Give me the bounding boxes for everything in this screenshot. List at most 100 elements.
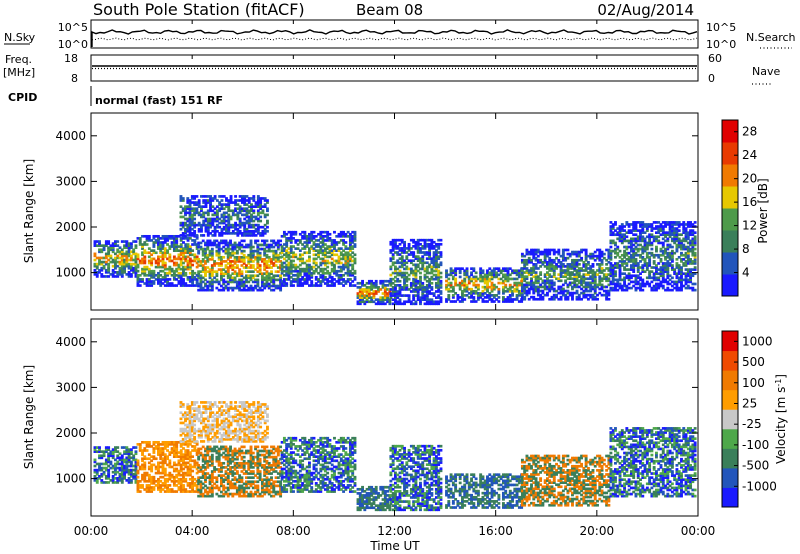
power-cell (684, 253, 688, 257)
power-cell (166, 239, 169, 242)
power-cell (367, 296, 371, 299)
velocity-cell (145, 473, 149, 477)
power-cell (238, 211, 242, 215)
velocity-cell (134, 464, 138, 468)
velocity-cell (161, 465, 165, 469)
power-cell (240, 255, 244, 259)
velocity-cell (145, 457, 149, 461)
power-cell (492, 275, 496, 279)
power-cell (425, 294, 429, 297)
power-cell (238, 232, 242, 235)
power-cell (193, 257, 197, 261)
velocity-cell (109, 466, 113, 470)
power-cell (285, 255, 289, 259)
power-cell (428, 271, 432, 275)
power-cell (391, 302, 395, 306)
velocity-cell (100, 468, 104, 472)
power-cell (625, 264, 629, 267)
velocity-cell (111, 454, 115, 458)
power-cell (391, 247, 395, 250)
power-cell (229, 241, 232, 245)
power-cell (233, 258, 237, 261)
power-cell (370, 284, 374, 287)
power-cell (265, 264, 269, 267)
power-cell (374, 292, 378, 295)
power-cell (550, 260, 554, 264)
power-cell (147, 259, 151, 263)
power-cell (259, 215, 263, 219)
power-cell (353, 257, 357, 261)
power-cell (250, 207, 253, 211)
velocity-cell (118, 456, 122, 460)
nave-label: Nave (752, 65, 780, 78)
power-cell (225, 215, 228, 219)
power-cell (184, 257, 188, 261)
power-cell (170, 237, 174, 240)
power-cell (200, 227, 203, 231)
power-cell (661, 274, 665, 278)
power-cell (666, 255, 670, 259)
power-cell (600, 287, 604, 291)
power-cell (403, 263, 406, 267)
power-cell (330, 280, 334, 283)
power-cell (555, 267, 558, 270)
power-cell (506, 271, 510, 275)
power-cell (677, 225, 681, 228)
power-cell (249, 253, 253, 257)
power-cell (461, 294, 464, 297)
power-cell (222, 221, 226, 225)
power-cell (258, 251, 262, 255)
power-cell (611, 233, 615, 237)
velocity-cell (125, 448, 129, 451)
power-cell (335, 243, 339, 246)
power-cell (260, 260, 264, 263)
power-cell (356, 286, 360, 289)
power-cell (219, 239, 223, 243)
power-cell (310, 280, 314, 283)
power-cell (483, 277, 487, 281)
power-cell (623, 288, 627, 292)
power-cell (614, 274, 617, 278)
power-cell (501, 273, 505, 277)
power-cell (263, 262, 267, 265)
power-cell (344, 280, 348, 283)
power-cell (419, 271, 422, 275)
power-cell (200, 225, 203, 229)
power-cell (428, 251, 432, 254)
velocity-cell (100, 454, 104, 458)
power-cell (393, 265, 397, 269)
power-cell (361, 284, 364, 287)
velocity-cell (163, 461, 167, 465)
power-cell (616, 231, 620, 234)
velocity-cell (141, 440, 144, 444)
power-cell (467, 287, 471, 291)
power-cell (226, 258, 230, 261)
power-cell (353, 269, 357, 273)
power-cell (463, 277, 467, 281)
power-cell (372, 296, 376, 299)
power-cell (379, 302, 383, 306)
power-cell (270, 249, 273, 253)
power-cell (258, 286, 262, 290)
power-cell (632, 262, 636, 265)
power-cell (389, 292, 393, 295)
power-cell (586, 273, 590, 276)
power-cell (175, 257, 179, 261)
power-cell (659, 225, 663, 228)
power-cell (127, 246, 131, 250)
power-cell (616, 253, 620, 257)
power-cell (557, 258, 561, 262)
power-cell (449, 273, 453, 277)
power-cell (247, 211, 251, 215)
power-cell (421, 288, 425, 291)
power-cell (263, 251, 267, 255)
power-cell (400, 288, 404, 291)
power-cell (634, 229, 638, 232)
power-cell (591, 287, 595, 291)
velocity-cell (134, 470, 138, 474)
power-cell (328, 239, 332, 242)
power-cell (193, 207, 197, 211)
power-cell (233, 262, 237, 265)
power-cell (260, 282, 264, 286)
power-cell (506, 296, 510, 299)
